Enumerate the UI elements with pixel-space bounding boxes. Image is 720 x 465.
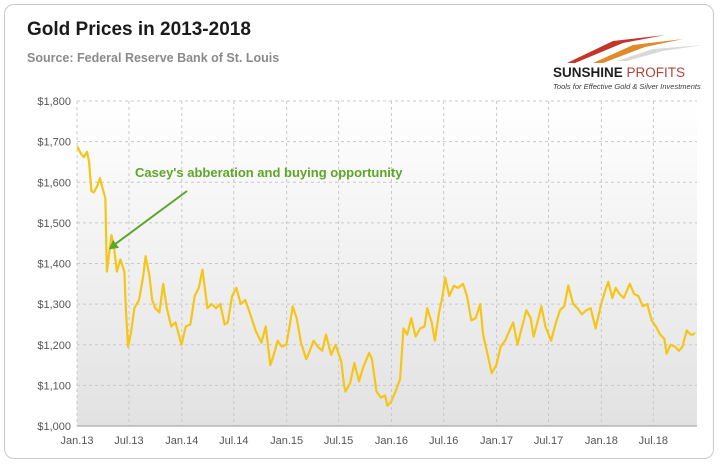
logo-swoosh-icon [567,35,703,63]
grid-lines [76,100,697,427]
sunshine-profits-logo: SUNSHINE PROFITS Tools for Effective Gol… [553,27,713,99]
y-tick-label: $1,500 [37,218,71,230]
annotation-arrowhead [108,239,120,250]
x-tick-label: Jul.14 [219,435,248,447]
x-tick-label: Jan.14 [165,435,198,447]
chart-title: Gold Prices in 2013-2018 [27,19,251,40]
x-tick-label: Jul.13 [114,435,143,447]
x-tick-label: Jul.15 [324,435,353,447]
y-tick-label: $1,200 [37,340,71,352]
y-tick-label: $1,000 [37,421,71,433]
x-tick-label: Jan.18 [585,435,618,447]
y-tick-label: $1,100 [37,380,71,392]
y-tick-label: $1,400 [37,259,71,271]
y-tick-label: $1,800 [37,96,71,108]
y-axis: $1,000 $1,100 $1,200 $1,300 $1,400 $1,500 $1,6… [37,96,71,433]
chart-card: $1,000 $1,100 $1,200 $1,300 $1,400 $1,500 $1,6… [4,4,714,459]
x-tick-label: Jul.17 [534,435,563,447]
annotation-text: Casey's abberation and buying opportunit… [135,165,403,180]
logo-tagline: Tools for Effective Gold & Silver Invest… [553,82,701,91]
x-tick-label: Jan.15 [270,435,303,447]
y-tick-label: $1,700 [37,137,71,149]
gold-price-series-line [76,146,696,407]
logo-name-part1: SUNSHINE [553,65,623,80]
logo-name: SUNSHINE PROFITS [553,65,685,80]
annotation: Casey's abberation and buying opportunit… [108,165,403,250]
x-axis: Jan.13 Jul.13 Jan.14 Jul.14 Jan.15 Jul.15 Jan.… [60,425,697,447]
logo-name-part2: PROFITS [626,65,686,80]
chart-subtitle: Source: Federal Reserve Bank of St. Loui… [27,51,280,65]
x-tick-label: Jul.16 [429,435,458,447]
y-tick-label: $1,600 [37,177,71,189]
x-tick-label: Jul.18 [639,435,668,447]
x-tick-label: Jan.16 [375,435,408,447]
annotation-arrow [110,190,188,249]
gold-price-chart: $1,000 $1,100 $1,200 $1,300 $1,400 $1,500 $1,6… [37,96,697,447]
y-tick-label: $1,300 [37,299,71,311]
x-tick-label: Jan.13 [60,435,93,447]
x-tick-label: Jan.17 [480,435,513,447]
